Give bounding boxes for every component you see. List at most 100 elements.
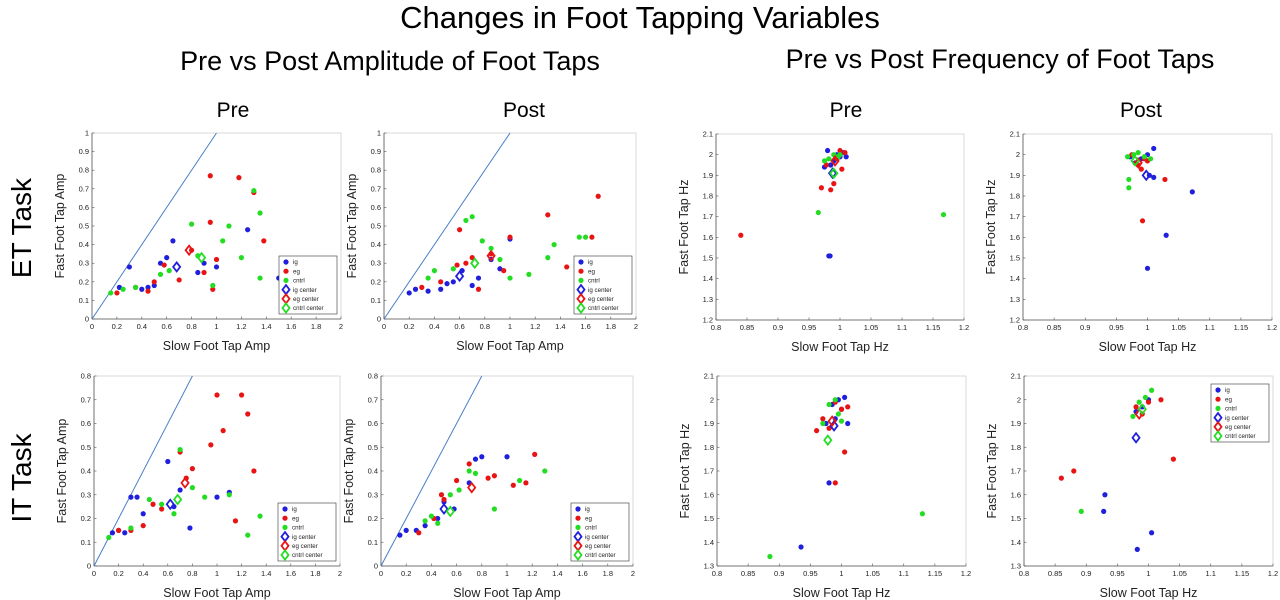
legend-label: cntrl center	[293, 305, 324, 312]
x-tick-label: 1.6	[286, 322, 296, 331]
data-point-cntrl	[146, 496, 152, 503]
identity-line	[383, 132, 511, 320]
x-tick-label: 0.4	[138, 569, 148, 578]
x-tick-label: 1.05	[864, 323, 879, 332]
data-point-cntrl	[435, 520, 441, 526]
x-tick-label: 0.8	[1018, 323, 1028, 332]
x-tick-label: 2	[339, 322, 343, 331]
y-tick-label: 2	[1017, 395, 1021, 404]
data-point-ig	[825, 147, 831, 154]
x-tick-label: 0.8	[480, 322, 490, 331]
center-point-eg-center	[467, 481, 477, 494]
x-tick-label: 0.8	[186, 322, 196, 331]
x-tick-label: 1.1	[1206, 569, 1216, 578]
data-point-eg	[589, 234, 595, 240]
data-point-eg	[416, 530, 422, 536]
data-point-cntrl	[469, 214, 475, 220]
x-tick-label: 1.1	[897, 323, 907, 332]
y-tick-label: 1.4	[703, 274, 713, 283]
data-point-eg	[845, 404, 851, 410]
x-tick-label: 1.8	[311, 322, 321, 331]
center-point-ig-center	[1131, 431, 1141, 444]
legend-label: ig center	[1225, 415, 1249, 422]
data-point-eg	[1162, 176, 1168, 183]
data-point-ig	[403, 527, 409, 533]
data-point-eg	[823, 162, 829, 168]
data-point-eg	[595, 193, 601, 199]
data-point-cntrl	[171, 511, 177, 517]
x-tick-label: 1.2	[530, 322, 540, 331]
y-tick-label: 0.5	[81, 443, 91, 452]
data-point-eg	[507, 234, 513, 240]
center-point-eg-center	[180, 476, 190, 489]
center-point-ig-center	[454, 270, 465, 283]
data-point-ig	[214, 494, 220, 500]
data-point-ig	[843, 154, 849, 160]
center-point-ig-center	[172, 260, 182, 273]
legend-box	[278, 255, 338, 315]
x-tick-label: 1.15	[1235, 569, 1250, 578]
data-point-eg	[236, 175, 242, 181]
figure-title: Changes in Foot Tapping Variables	[400, 0, 880, 35]
plot-freq-post-it: 0.8 0.85 0.9 0.95 1 1.05 1.1 1.15 1.2 1.3 1.4 1.5 1.…	[985, 372, 1278, 600]
data-point-cntrl	[488, 245, 494, 251]
data-point-ig	[842, 394, 848, 400]
data-point-cntrl	[466, 468, 472, 474]
data-point-cntrl	[202, 494, 208, 500]
y-tick-label: 0.2	[79, 277, 89, 286]
legend-label: eg center	[1225, 424, 1251, 431]
data-point-eg	[1170, 456, 1176, 462]
y-tick-label: 1.8	[1010, 192, 1020, 201]
data-point-ig	[435, 515, 441, 522]
data-point-ig	[444, 281, 450, 287]
x-tick-label: 1.4	[261, 322, 271, 331]
center-point-cntrl-center	[829, 167, 839, 180]
y-tick-label: 2	[710, 395, 714, 404]
legend-label: ig center	[585, 534, 609, 541]
legend-marker	[1215, 387, 1221, 393]
y-tick-label: 0.7	[371, 184, 381, 193]
data-point-ig	[1102, 492, 1108, 498]
legend-label: ig center	[588, 287, 612, 294]
x-tick-label: 1.4	[552, 569, 562, 578]
y-tick-label: 1	[377, 129, 381, 138]
x-tick-label: 2	[634, 322, 638, 331]
data-point-ig	[140, 511, 146, 517]
y-tick-label: 1.3	[704, 562, 714, 571]
x-tick-label: 2	[631, 569, 635, 578]
data-point-ig	[472, 456, 479, 462]
data-point-cntrl	[220, 238, 226, 244]
data-point-eg	[828, 187, 834, 193]
center-point-cntrl-center	[172, 493, 183, 506]
x-tick-label: 0.2	[113, 569, 123, 578]
data-point-cntrl	[1078, 508, 1084, 514]
legend-label: cntrl	[588, 278, 600, 285]
x-tick-label: 1.2	[527, 569, 537, 578]
y-tick-label: 1.3	[1011, 562, 1021, 571]
legend-label: ig	[292, 506, 297, 513]
data-point-cntrl	[507, 275, 513, 281]
y-tick-label: 0.1	[81, 538, 91, 547]
data-point-eg	[475, 286, 482, 292]
data-point-eg	[207, 219, 213, 225]
y-tick-label: 2	[1016, 150, 1020, 159]
y-tick-label: 0.1	[368, 538, 378, 547]
center-point-cntrl-center	[470, 257, 480, 270]
data-point-ig	[1101, 508, 1107, 514]
data-point-eg	[837, 147, 843, 154]
x-tick-label: 1.8	[603, 569, 613, 578]
data-point-eg	[239, 392, 245, 398]
x-tick-label: 1.2	[959, 323, 969, 332]
legend-marker	[283, 259, 289, 265]
data-point-ig	[827, 253, 833, 259]
y-tick-label: 0.3	[368, 490, 378, 499]
data-point-cntrl	[106, 534, 112, 541]
legend-marker	[575, 506, 581, 512]
data-point-eg	[501, 268, 507, 274]
y-tick-label: 1.5	[704, 514, 714, 523]
data-point-cntrl	[257, 275, 263, 281]
x-tick-label: 0.95	[802, 323, 817, 332]
data-point-ig	[845, 420, 851, 427]
data-point-cntrl	[157, 271, 164, 277]
